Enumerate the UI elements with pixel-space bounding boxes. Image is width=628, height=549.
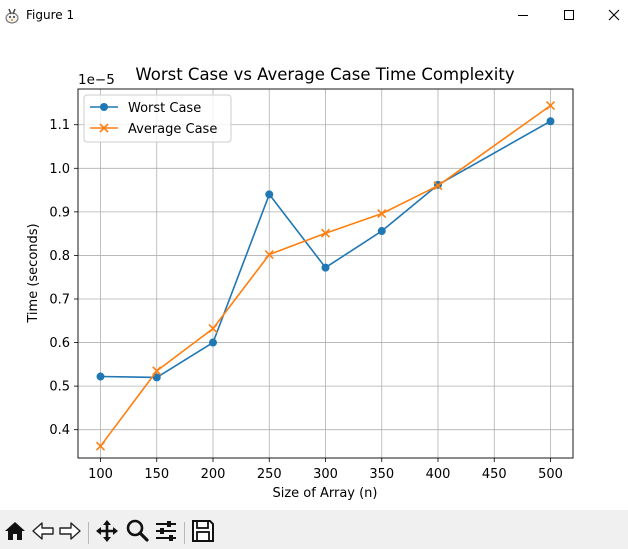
x-tick-label: 500 <box>538 467 563 482</box>
x-tick-label: 300 <box>313 467 338 482</box>
average-case-point <box>377 209 387 219</box>
x-tick-label: 400 <box>426 467 451 482</box>
minimize-icon <box>518 15 528 16</box>
toolbar-separator <box>184 522 185 544</box>
average-case-point <box>95 441 106 451</box>
x-tick-label: 150 <box>144 467 169 482</box>
close-icon <box>608 9 620 21</box>
average-case-point <box>320 228 331 238</box>
app-icon <box>5 8 19 24</box>
window-titlebar: Figure 1 <box>0 0 628 31</box>
worst-case-point <box>209 338 217 347</box>
x-tick-label: 100 <box>88 467 113 482</box>
average-case-point <box>545 100 556 111</box>
save-icon[interactable] <box>190 518 216 544</box>
x-tick-label: 450 <box>482 467 507 482</box>
y-tick-label: 1.0 <box>49 162 70 177</box>
series-layer <box>95 100 556 451</box>
y-tick-label: 0.6 <box>49 336 70 351</box>
zoom-icon[interactable] <box>124 518 150 544</box>
grid-lines <box>78 89 573 458</box>
maximize-button[interactable] <box>546 0 592 31</box>
legend: Worst Case Average Case <box>83 94 232 143</box>
worst-case-point <box>152 373 161 382</box>
toolbar-separator <box>88 522 89 544</box>
tick-layer: 100 150 200 250 300 350 400 450 500 0.4 0.5 0.6 0.7 0… <box>49 118 563 482</box>
worst-case-point <box>265 190 274 199</box>
y-tick-label: 0.4 <box>49 423 70 438</box>
plot-area: Worst Case vs Average Case Time Complexi… <box>0 31 628 510</box>
y-tick-label: 0.7 <box>49 292 70 307</box>
y-tick-label: 0.8 <box>49 249 70 264</box>
worst-case-point <box>96 372 105 381</box>
average-case-point <box>264 249 274 260</box>
x-tick-label: 250 <box>257 467 282 482</box>
forward-icon[interactable] <box>57 518 83 544</box>
average-case-line <box>99 104 551 447</box>
back-icon[interactable] <box>30 518 56 544</box>
average-case-point <box>208 324 218 334</box>
x-tick-label: 350 <box>369 467 394 482</box>
window-title: Figure 1 <box>26 8 75 22</box>
y-tick-label: 0.5 <box>49 380 70 395</box>
y-tick-label: 0.9 <box>49 205 70 220</box>
average-case-point <box>152 366 162 376</box>
x-axis-label: Size of Array (n) <box>272 486 377 501</box>
configure-subplots-icon[interactable] <box>153 518 179 544</box>
y-offset-label: 1e−5 <box>78 72 115 88</box>
y-axis-label: Time (seconds) <box>26 223 41 323</box>
legend-marker-worst <box>100 103 108 111</box>
average-case-point <box>433 181 443 191</box>
worst-case-line <box>100 120 551 379</box>
home-icon[interactable] <box>2 518 28 544</box>
minimize-button[interactable] <box>500 0 546 31</box>
legend-box <box>83 94 232 143</box>
worst-case-point <box>377 227 386 236</box>
worst-case-point <box>321 263 330 272</box>
legend-marker-average <box>99 123 109 133</box>
worst-case-point <box>546 117 555 126</box>
legend-label-worst: Worst Case <box>128 101 201 116</box>
navigation-toolbar <box>0 510 628 549</box>
x-tick-label: 200 <box>201 467 226 482</box>
y-tick-label: 1.1 <box>49 118 70 133</box>
legend-label-average: Average Case <box>128 122 217 137</box>
pan-icon[interactable] <box>94 518 120 544</box>
maximize-icon <box>564 10 574 20</box>
chart-title: Worst Case vs Average Case Time Complexi… <box>135 65 514 84</box>
close-button[interactable] <box>592 0 628 31</box>
